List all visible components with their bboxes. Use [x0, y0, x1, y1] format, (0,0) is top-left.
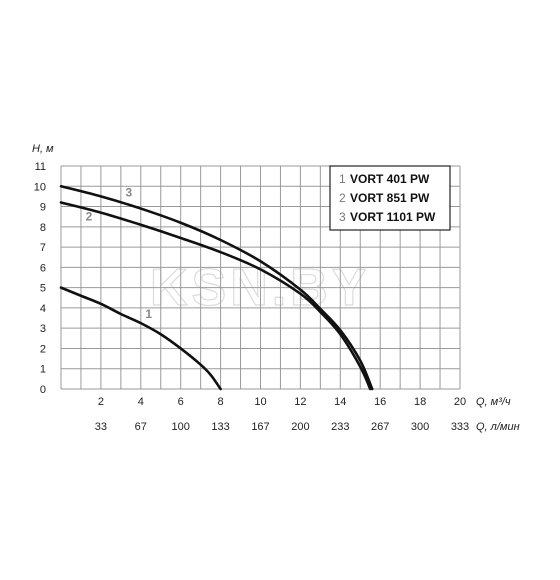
legend-number: 3 — [339, 210, 346, 224]
y-tick-label: 9 — [40, 202, 46, 214]
x-tick-label-lmin: 167 — [251, 421, 269, 433]
y-tick-label: 4 — [40, 303, 46, 315]
x-tick-label-lmin: 267 — [371, 421, 389, 433]
curve-3 — [59, 184, 374, 391]
y-tick-label: 8 — [40, 222, 46, 234]
x-tick-label-m3h: 10 — [254, 396, 266, 408]
curve-1 — [59, 286, 222, 391]
x-tick-label-m3h: 20 — [454, 396, 466, 408]
legend-label: VORT 401 PW — [350, 172, 430, 186]
legend-label: VORT 1101 PW — [350, 210, 436, 224]
y-tick-label: 5 — [40, 283, 46, 295]
x-axis-label-m3h: Q, м³/ч — [476, 396, 511, 408]
x-tick-label-lmin: 100 — [172, 421, 190, 433]
x-tick-label-m3h: 18 — [414, 396, 426, 408]
x-tick-label-m3h: 16 — [374, 396, 386, 408]
x-tick-label-m3h: 14 — [334, 396, 346, 408]
x-tick-label-m3h: 8 — [218, 396, 224, 408]
legend-box — [329, 165, 451, 231]
legend: 1 VORT 401 PW 2 VORT 851 PW 3 VORT 1101 PW — [329, 165, 451, 231]
y-axis-label: H, м — [32, 143, 54, 155]
curve-2 — [59, 201, 372, 391]
curves: 1 2 3 — [59, 184, 374, 391]
curve-tag-2: 2 — [86, 210, 93, 224]
y-tick-label: 3 — [40, 323, 46, 335]
x-tick-label-lmin: 300 — [411, 421, 429, 433]
y-tick-label: 6 — [40, 262, 46, 274]
x-tick-label-m3h: 2 — [98, 396, 104, 408]
y-tick-label: 1 — [40, 364, 46, 376]
y-tick-label: 0 — [40, 384, 46, 396]
legend-number: 1 — [339, 172, 346, 186]
curve-tag-3: 3 — [125, 185, 132, 199]
x-tick-label-lmin: 133 — [211, 421, 229, 433]
y-tick-label: 10 — [34, 181, 46, 193]
x-tick-label-m3h: 12 — [294, 396, 306, 408]
legend-number: 2 — [339, 191, 346, 205]
x-tick-label-lmin: 233 — [331, 421, 349, 433]
y-tick-label: 11 — [35, 161, 46, 173]
x-tick-label-lmin: 200 — [291, 421, 309, 433]
legend-label: VORT 851 PW — [350, 191, 430, 205]
ticks: 0123456789101123346761008133101671220014… — [34, 161, 469, 433]
curve-tag-1: 1 — [145, 307, 152, 321]
x-tick-label-m3h: 4 — [138, 396, 144, 408]
x-tick-label-m3h: 6 — [178, 396, 184, 408]
x-tick-label-lmin: 333 — [451, 421, 469, 433]
x-tick-label-lmin: 67 — [135, 421, 147, 433]
y-tick-label: 7 — [40, 242, 46, 254]
x-axis-label-lmin: Q, л/мин — [476, 421, 520, 433]
x-tick-label-lmin: 33 — [95, 421, 107, 433]
y-tick-label: 2 — [40, 343, 46, 355]
